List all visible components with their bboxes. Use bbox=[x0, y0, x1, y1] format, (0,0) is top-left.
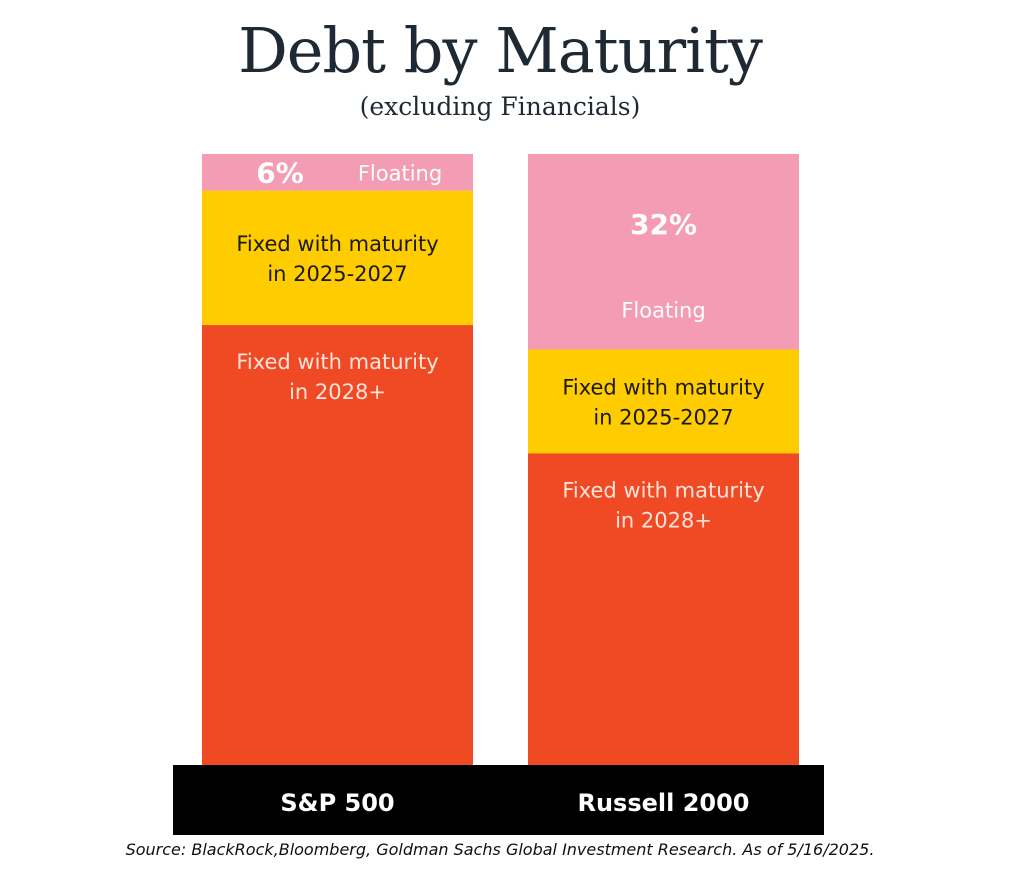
segment-label-s-p-500-fixed-with-maturity-in-2025-2027-line-2: in 2025-2027 bbox=[267, 262, 407, 286]
category-axis-band bbox=[173, 765, 824, 835]
segment-label-russell-2000-fixed-with-maturity-in-2028-line-2: in 2028+ bbox=[615, 508, 712, 532]
value-label-russell-2000-floating: 32% bbox=[630, 208, 697, 241]
bar-segment-s-p-500-floating bbox=[202, 154, 473, 191]
segment-label-russell-2000-fixed-with-maturity-in-2025-2027-line-1: Fixed with maturity bbox=[562, 375, 764, 399]
bar-segment-russell-2000-fixed-with-maturity-in-2025-2027 bbox=[528, 349, 799, 454]
chart-title: Debt by Maturity bbox=[238, 14, 763, 87]
segment-label-s-p-500-floating: Floating bbox=[358, 161, 442, 185]
chart-subtitle: (excluding Financials) bbox=[359, 92, 641, 121]
segment-label-russell-2000-fixed-with-maturity-in-2025-2027-line-2: in 2025-2027 bbox=[593, 405, 733, 429]
bar-segment-s-p-500-fixed-with-maturity-in-2025-2027 bbox=[202, 190, 473, 326]
segment-label-russell-2000-floating: Floating bbox=[621, 299, 705, 323]
value-label-s-p-500-floating: 6% bbox=[256, 156, 304, 189]
bar-segment-russell-2000-fixed-with-maturity-in-2028 bbox=[528, 453, 799, 765]
segment-label-s-p-500-fixed-with-maturity-in-2028-line-1: Fixed with maturity bbox=[236, 350, 438, 374]
category-label-s-p-500: S&P 500 bbox=[280, 789, 394, 817]
bar-segment-s-p-500-fixed-with-maturity-in-2028 bbox=[202, 325, 473, 765]
segment-label-russell-2000-fixed-with-maturity-in-2028-line-1: Fixed with maturity bbox=[562, 478, 764, 502]
bar-segment-russell-2000-floating bbox=[528, 154, 799, 350]
segment-label-s-p-500-fixed-with-maturity-in-2028-line-2: in 2028+ bbox=[289, 380, 386, 404]
category-label-russell-2000: Russell 2000 bbox=[577, 789, 749, 817]
segment-label-s-p-500-fixed-with-maturity-in-2025-2027-line-1: Fixed with maturity bbox=[236, 232, 438, 256]
source-note: Source: BlackRock,Bloomberg, Goldman Sac… bbox=[125, 840, 875, 859]
